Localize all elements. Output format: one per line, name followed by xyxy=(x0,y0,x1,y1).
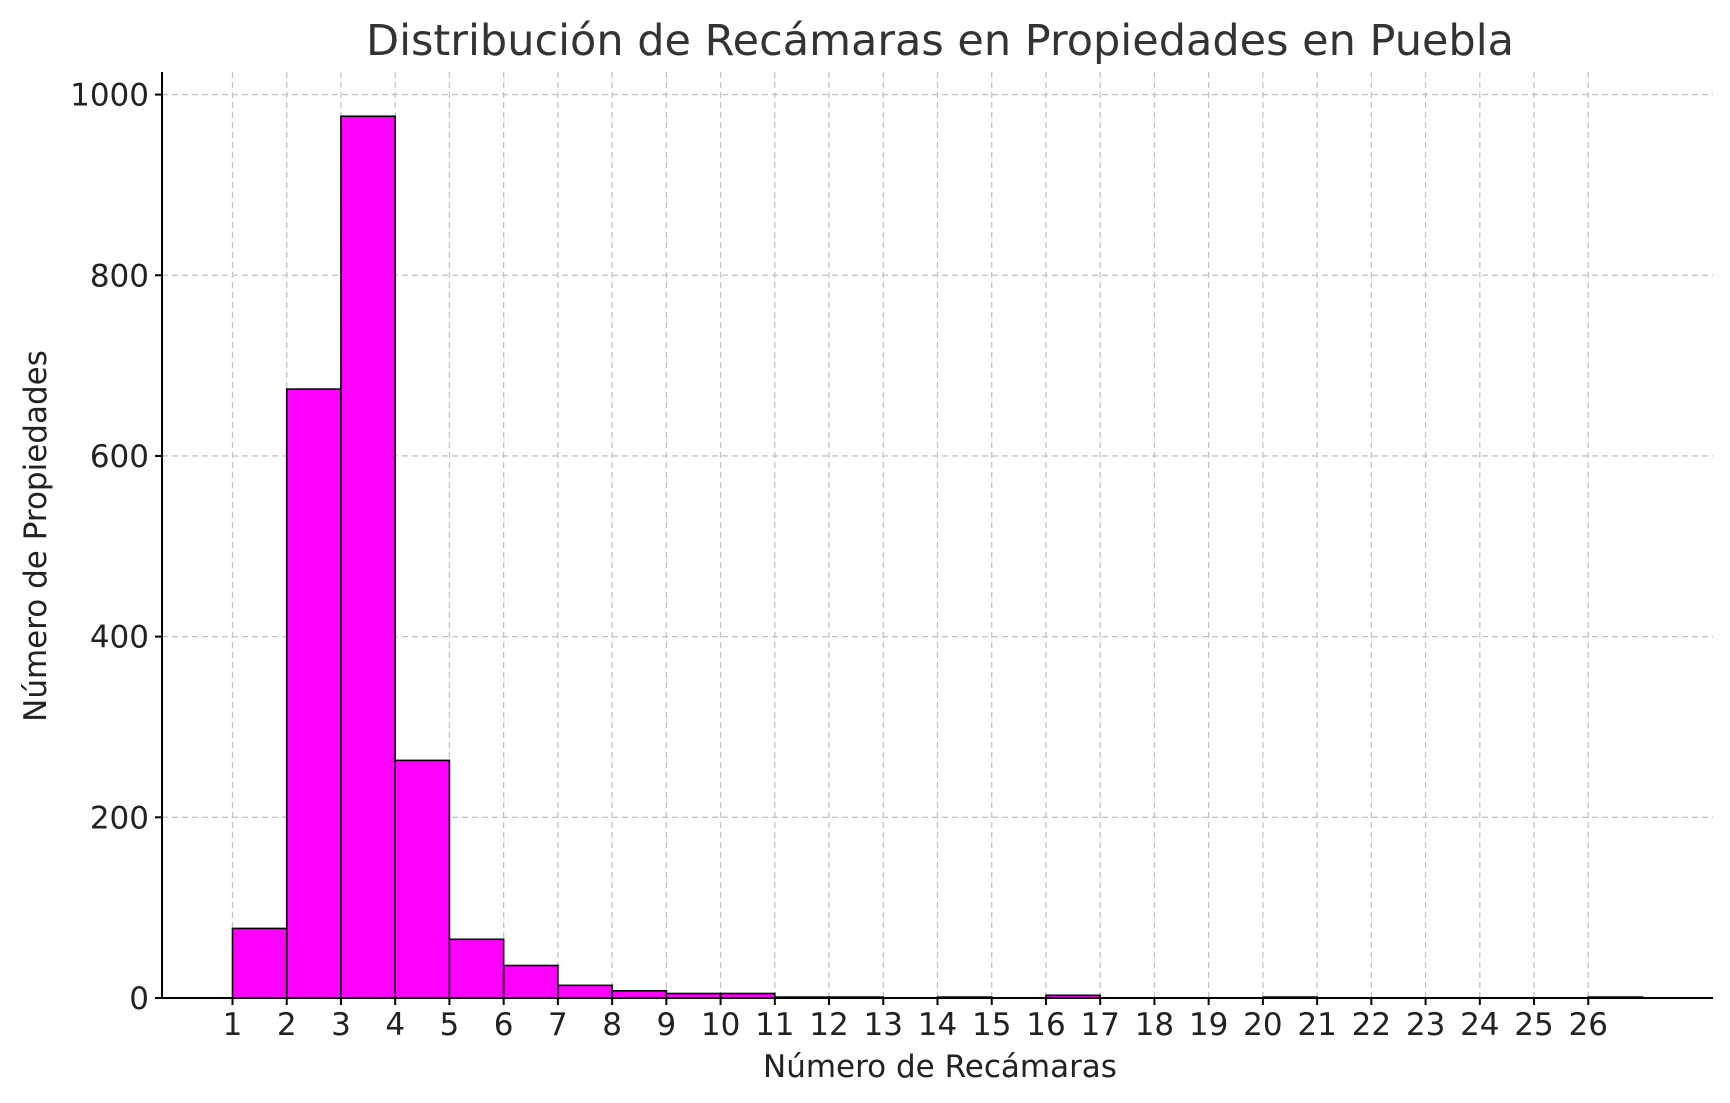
x-tick-label: 6 xyxy=(494,1007,514,1043)
y-tick-label: 600 xyxy=(90,439,149,475)
histogram-bar-3 xyxy=(340,115,396,999)
histogram-bar-1 xyxy=(231,927,288,999)
x-tick-label: 3 xyxy=(331,1007,351,1043)
y-tick-label: 0 xyxy=(129,981,149,1017)
x-tick-label: 24 xyxy=(1460,1007,1499,1043)
x-tick-label: 19 xyxy=(1189,1007,1228,1043)
y-axis-ticks: 0 200 400 600 800 1000 xyxy=(70,78,162,1017)
x-tick-label: 2 xyxy=(277,1007,297,1043)
x-tick-label: 9 xyxy=(656,1007,676,1043)
y-tick-label: 200 xyxy=(90,800,149,836)
x-tick-label: 23 xyxy=(1406,1007,1445,1043)
histogram-bar-2 xyxy=(285,388,342,999)
x-tick-label: 12 xyxy=(809,1007,848,1043)
x-axis-ticks: 1 2 3 4 5 6 7 8 9 10 11 12 13 14 15 16 17 18 19 20 21 22 23 24 2… xyxy=(223,998,1608,1043)
histogram-bar-6 xyxy=(502,964,559,999)
histogram-bar-7 xyxy=(557,984,613,999)
chart-title: Distribución de Recámaras en Propiedades… xyxy=(366,16,1514,66)
x-tick-label: 21 xyxy=(1297,1007,1336,1043)
x-tick-label: 16 xyxy=(1026,1007,1065,1043)
y-tick-label: 1000 xyxy=(70,78,149,114)
y-tick-label: 800 xyxy=(90,258,149,294)
x-tick-label: 22 xyxy=(1352,1007,1391,1043)
x-axis-label: Número de Recámaras xyxy=(763,1049,1117,1085)
x-tick-label: 11 xyxy=(755,1007,794,1043)
y-axis-label: Número de Propiedades xyxy=(18,350,54,722)
bars xyxy=(231,115,1644,999)
x-tick-label: 4 xyxy=(385,1007,405,1043)
y-tick-label: 400 xyxy=(90,620,149,656)
x-tick-label: 1 xyxy=(223,1007,243,1043)
x-tick-label: 7 xyxy=(548,1007,568,1043)
x-tick-label: 13 xyxy=(864,1007,903,1043)
x-tick-label: 26 xyxy=(1569,1007,1608,1043)
x-tick-label: 5 xyxy=(440,1007,460,1043)
x-tick-label: 17 xyxy=(1080,1007,1119,1043)
x-tick-label: 20 xyxy=(1243,1007,1282,1043)
x-tick-label: 10 xyxy=(701,1007,740,1043)
x-tick-label: 14 xyxy=(918,1007,957,1043)
x-tick-label: 15 xyxy=(972,1007,1011,1043)
histogram-bar-8 xyxy=(611,989,668,999)
x-tick-label: 25 xyxy=(1514,1007,1553,1043)
x-tick-label: 18 xyxy=(1135,1007,1174,1043)
x-tick-label: 8 xyxy=(602,1007,622,1043)
histogram-bar-5 xyxy=(448,938,505,999)
histogram-bar-4 xyxy=(394,759,451,999)
